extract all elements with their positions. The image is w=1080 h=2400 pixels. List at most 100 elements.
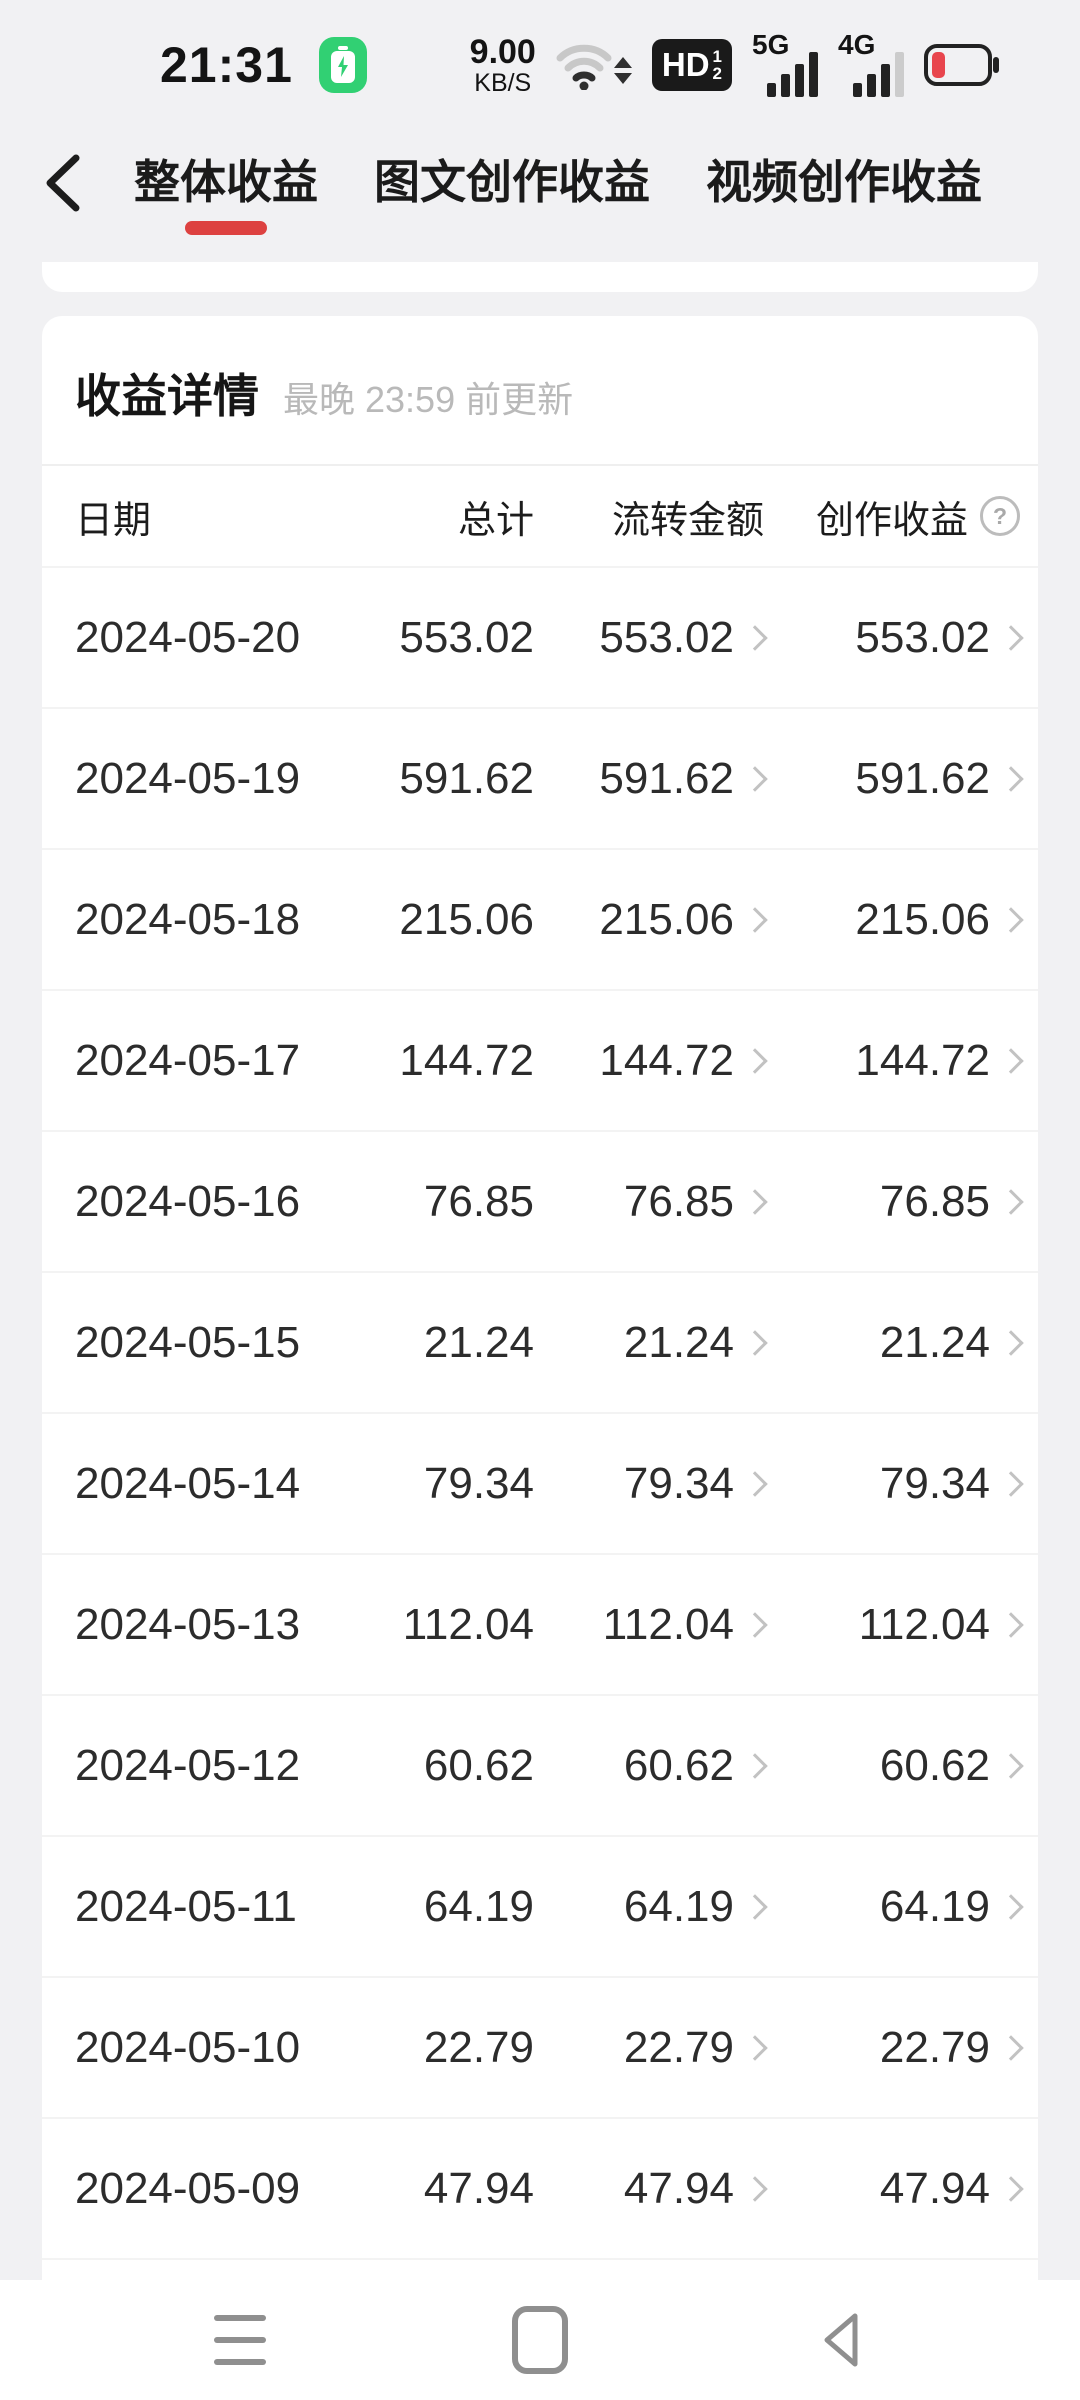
- row-date: 2024-05-13: [75, 1599, 301, 1649]
- row-total: 144.72: [399, 1035, 534, 1085]
- row-date: 2024-05-12: [75, 1740, 301, 1790]
- traffic-arrows-icon: [613, 57, 632, 84]
- table-row[interactable]: 2024-05-15 21.24 21.24 21.24: [42, 1271, 1038, 1412]
- row-total: 76.85: [423, 1176, 534, 1226]
- chevron-right-icon: [998, 765, 1024, 792]
- recents-icon: [214, 2315, 266, 2365]
- chevron-right-icon: [998, 1470, 1024, 1497]
- signal-4g-icon: 4G: [838, 31, 904, 99]
- row-transfer-cell[interactable]: 47.94: [534, 2164, 768, 2214]
- chevron-right-icon: [998, 1611, 1024, 1638]
- chevron-right-icon: [998, 906, 1024, 933]
- battery-charging-icon: [318, 37, 367, 93]
- row-date: 2024-05-10: [75, 2022, 301, 2072]
- table-row[interactable]: 2024-05-10 22.79 22.79 22.79: [42, 1976, 1038, 2117]
- row-date: 2024-05-19: [75, 753, 301, 803]
- row-transfer-cell[interactable]: 60.62: [534, 1741, 768, 1791]
- tab-overall-earnings[interactable]: 整体收益: [134, 155, 318, 235]
- row-creation-cell[interactable]: 591.62: [764, 754, 1024, 804]
- chevron-right-icon: [998, 1893, 1024, 1920]
- row-transfer-cell[interactable]: 76.85: [534, 1177, 768, 1227]
- wifi-icon: [556, 40, 632, 90]
- signal-5g-icon: 5G: [752, 31, 818, 99]
- recents-button[interactable]: [180, 2315, 300, 2365]
- row-total: 21.24: [423, 1317, 534, 1367]
- previous-card-remnant: [42, 262, 1038, 292]
- row-transfer-cell[interactable]: 79.34: [534, 1459, 768, 1509]
- tab-bar: 整体收益 图文创作收益 视频创作收益: [0, 130, 1080, 236]
- back-triangle-icon: [824, 2313, 858, 2367]
- row-creation-cell[interactable]: 553.02: [764, 613, 1024, 663]
- row-total: 215.06: [399, 894, 534, 944]
- column-creation: 创作收益 ?: [764, 489, 1020, 544]
- clock-label: 21:31: [160, 37, 293, 93]
- chevron-right-icon: [998, 1188, 1024, 1215]
- row-creation-cell[interactable]: 215.06: [764, 895, 1024, 945]
- column-date: 日期: [75, 499, 152, 542]
- table-row[interactable]: 2024-05-16 76.85 76.85 76.85: [42, 1130, 1038, 1271]
- row-creation-cell[interactable]: 64.19: [764, 1882, 1024, 1932]
- column-header-row: 日期 总计 流转金额 创作收益 ?: [42, 466, 1038, 566]
- help-icon[interactable]: ?: [980, 496, 1020, 536]
- home-button[interactable]: [480, 2306, 600, 2374]
- chevron-right-icon: [998, 1047, 1024, 1074]
- battery-icon: [924, 44, 999, 86]
- row-total: 112.04: [402, 1599, 534, 1649]
- table-row[interactable]: 2024-05-17 144.72 144.72 144.72: [42, 989, 1038, 1130]
- bottom-nav: [0, 2280, 1080, 2400]
- row-transfer-cell[interactable]: 144.72: [534, 1036, 768, 1086]
- table-row[interactable]: 2024-05-14 79.34 79.34 79.34: [42, 1412, 1038, 1553]
- row-creation-cell[interactable]: 112.04: [764, 1600, 1024, 1650]
- row-transfer-cell[interactable]: 215.06: [534, 895, 768, 945]
- column-transfer: 流转金额: [611, 499, 764, 542]
- row-date: 2024-05-09: [75, 2163, 301, 2213]
- card-title: 收益详情: [75, 370, 259, 422]
- table-row[interactable]: 2024-05-19 591.62 591.62 591.62: [42, 707, 1038, 848]
- table-row[interactable]: 2024-05-09 47.94 47.94 47.94: [42, 2117, 1038, 2258]
- back-nav-button[interactable]: [780, 2310, 900, 2370]
- row-date: 2024-05-18: [75, 894, 301, 944]
- row-total: 60.62: [423, 1740, 534, 1790]
- chevron-right-icon: [998, 2175, 1024, 2202]
- network-speed: 9.00 KB/S: [469, 32, 536, 97]
- row-creation-cell[interactable]: 22.79: [764, 2023, 1024, 2073]
- table-row[interactable]: 2024-05-18 215.06 215.06 215.06: [42, 848, 1038, 989]
- row-total: 47.94: [423, 2163, 534, 2213]
- back-chevron-icon: [46, 154, 80, 212]
- chevron-right-icon: [998, 1752, 1024, 1779]
- row-date: 2024-05-14: [75, 1458, 301, 1508]
- chevron-right-icon: [998, 624, 1024, 651]
- row-creation-cell[interactable]: 47.94: [764, 2164, 1024, 2214]
- table-row[interactable]: 2024-05-20 553.02 553.02 553.02: [42, 566, 1038, 707]
- row-transfer-cell[interactable]: 22.79: [534, 2023, 768, 2073]
- row-transfer-cell[interactable]: 591.62: [534, 754, 768, 804]
- tab-article-earnings[interactable]: 图文创作收益: [374, 156, 650, 209]
- earnings-detail-card: 收益详情 最晚 23:59 前更新 日期 总计 流转金额 创作收益 ? 2024…: [42, 316, 1038, 2400]
- row-transfer-cell[interactable]: 112.04: [534, 1600, 768, 1650]
- header-divider: [42, 464, 1038, 466]
- row-creation-cell[interactable]: 76.85: [764, 1177, 1024, 1227]
- table-row[interactable]: 2024-05-13 112.04 112.04 112.04: [42, 1553, 1038, 1694]
- back-button[interactable]: [42, 152, 112, 214]
- row-date: 2024-05-17: [75, 1035, 301, 1085]
- active-tab-indicator: [185, 220, 267, 235]
- row-creation-cell[interactable]: 79.34: [764, 1459, 1024, 1509]
- row-creation-cell[interactable]: 60.62: [764, 1741, 1024, 1791]
- row-transfer-cell[interactable]: 21.24: [534, 1318, 768, 1368]
- table-row[interactable]: 2024-05-11 64.19 64.19 64.19: [42, 1835, 1038, 1976]
- row-total: 22.79: [423, 2022, 534, 2072]
- home-icon: [512, 2306, 568, 2374]
- hd-volte-icon: HD 1 2: [651, 39, 732, 91]
- row-creation-cell[interactable]: 21.24: [764, 1318, 1024, 1368]
- table-row[interactable]: 2024-05-12 60.62 60.62 60.62: [42, 1694, 1038, 1835]
- row-date: 2024-05-11: [75, 1881, 297, 1931]
- row-transfer-cell[interactable]: 64.19: [534, 1882, 768, 1932]
- tab-video-earnings[interactable]: 视频创作收益: [706, 156, 982, 209]
- column-total: 总计: [457, 499, 534, 542]
- row-total: 553.02: [399, 612, 534, 662]
- row-total: 64.19: [423, 1881, 534, 1931]
- row-date: 2024-05-20: [75, 612, 301, 662]
- row-creation-cell[interactable]: 144.72: [764, 1036, 1024, 1086]
- row-transfer-cell[interactable]: 553.02: [534, 613, 768, 663]
